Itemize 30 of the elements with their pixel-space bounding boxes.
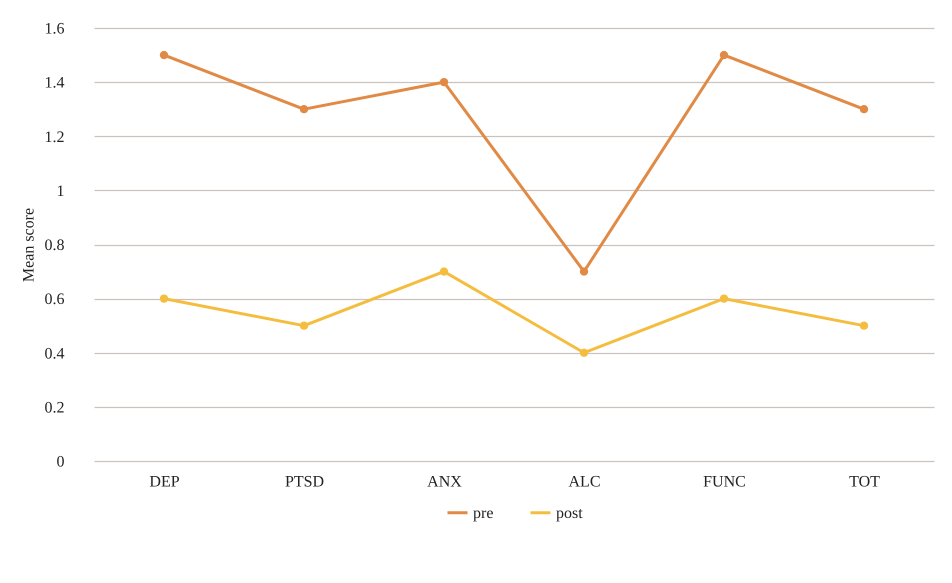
y-tick-label: 1.2 xyxy=(44,128,64,146)
x-tick-label: TOT xyxy=(849,474,880,490)
point xyxy=(720,294,728,303)
point xyxy=(440,78,448,86)
x-tick-label: FUNC xyxy=(703,474,746,490)
point xyxy=(160,50,168,60)
point xyxy=(860,322,868,330)
y-tick-label: 1.6 xyxy=(44,20,64,38)
x-tick-label: ANX xyxy=(427,474,462,490)
x-tick-label: DEP xyxy=(149,474,180,490)
legend-label: pre xyxy=(473,504,494,522)
y-tick-label: 0.4 xyxy=(44,345,64,362)
point xyxy=(860,105,868,114)
point xyxy=(720,50,728,60)
x-tick-label: PTSD xyxy=(284,474,324,490)
y-tick-label: 0.2 xyxy=(44,399,64,416)
legend-label: post xyxy=(556,504,584,522)
point xyxy=(300,322,308,330)
y-tick-label: 0.8 xyxy=(44,237,64,254)
y-tick-label: 1.4 xyxy=(44,74,64,92)
y-axis-title: Mean score xyxy=(20,208,38,282)
y-tick-label: 0 xyxy=(56,454,64,470)
point xyxy=(580,267,588,276)
y-tick-label: 0.6 xyxy=(44,291,64,308)
y-tick-label: 1 xyxy=(56,182,64,200)
point xyxy=(580,348,588,357)
point xyxy=(440,267,448,276)
point xyxy=(160,294,168,303)
x-tick-label: ALC xyxy=(568,474,600,490)
point xyxy=(300,105,308,114)
